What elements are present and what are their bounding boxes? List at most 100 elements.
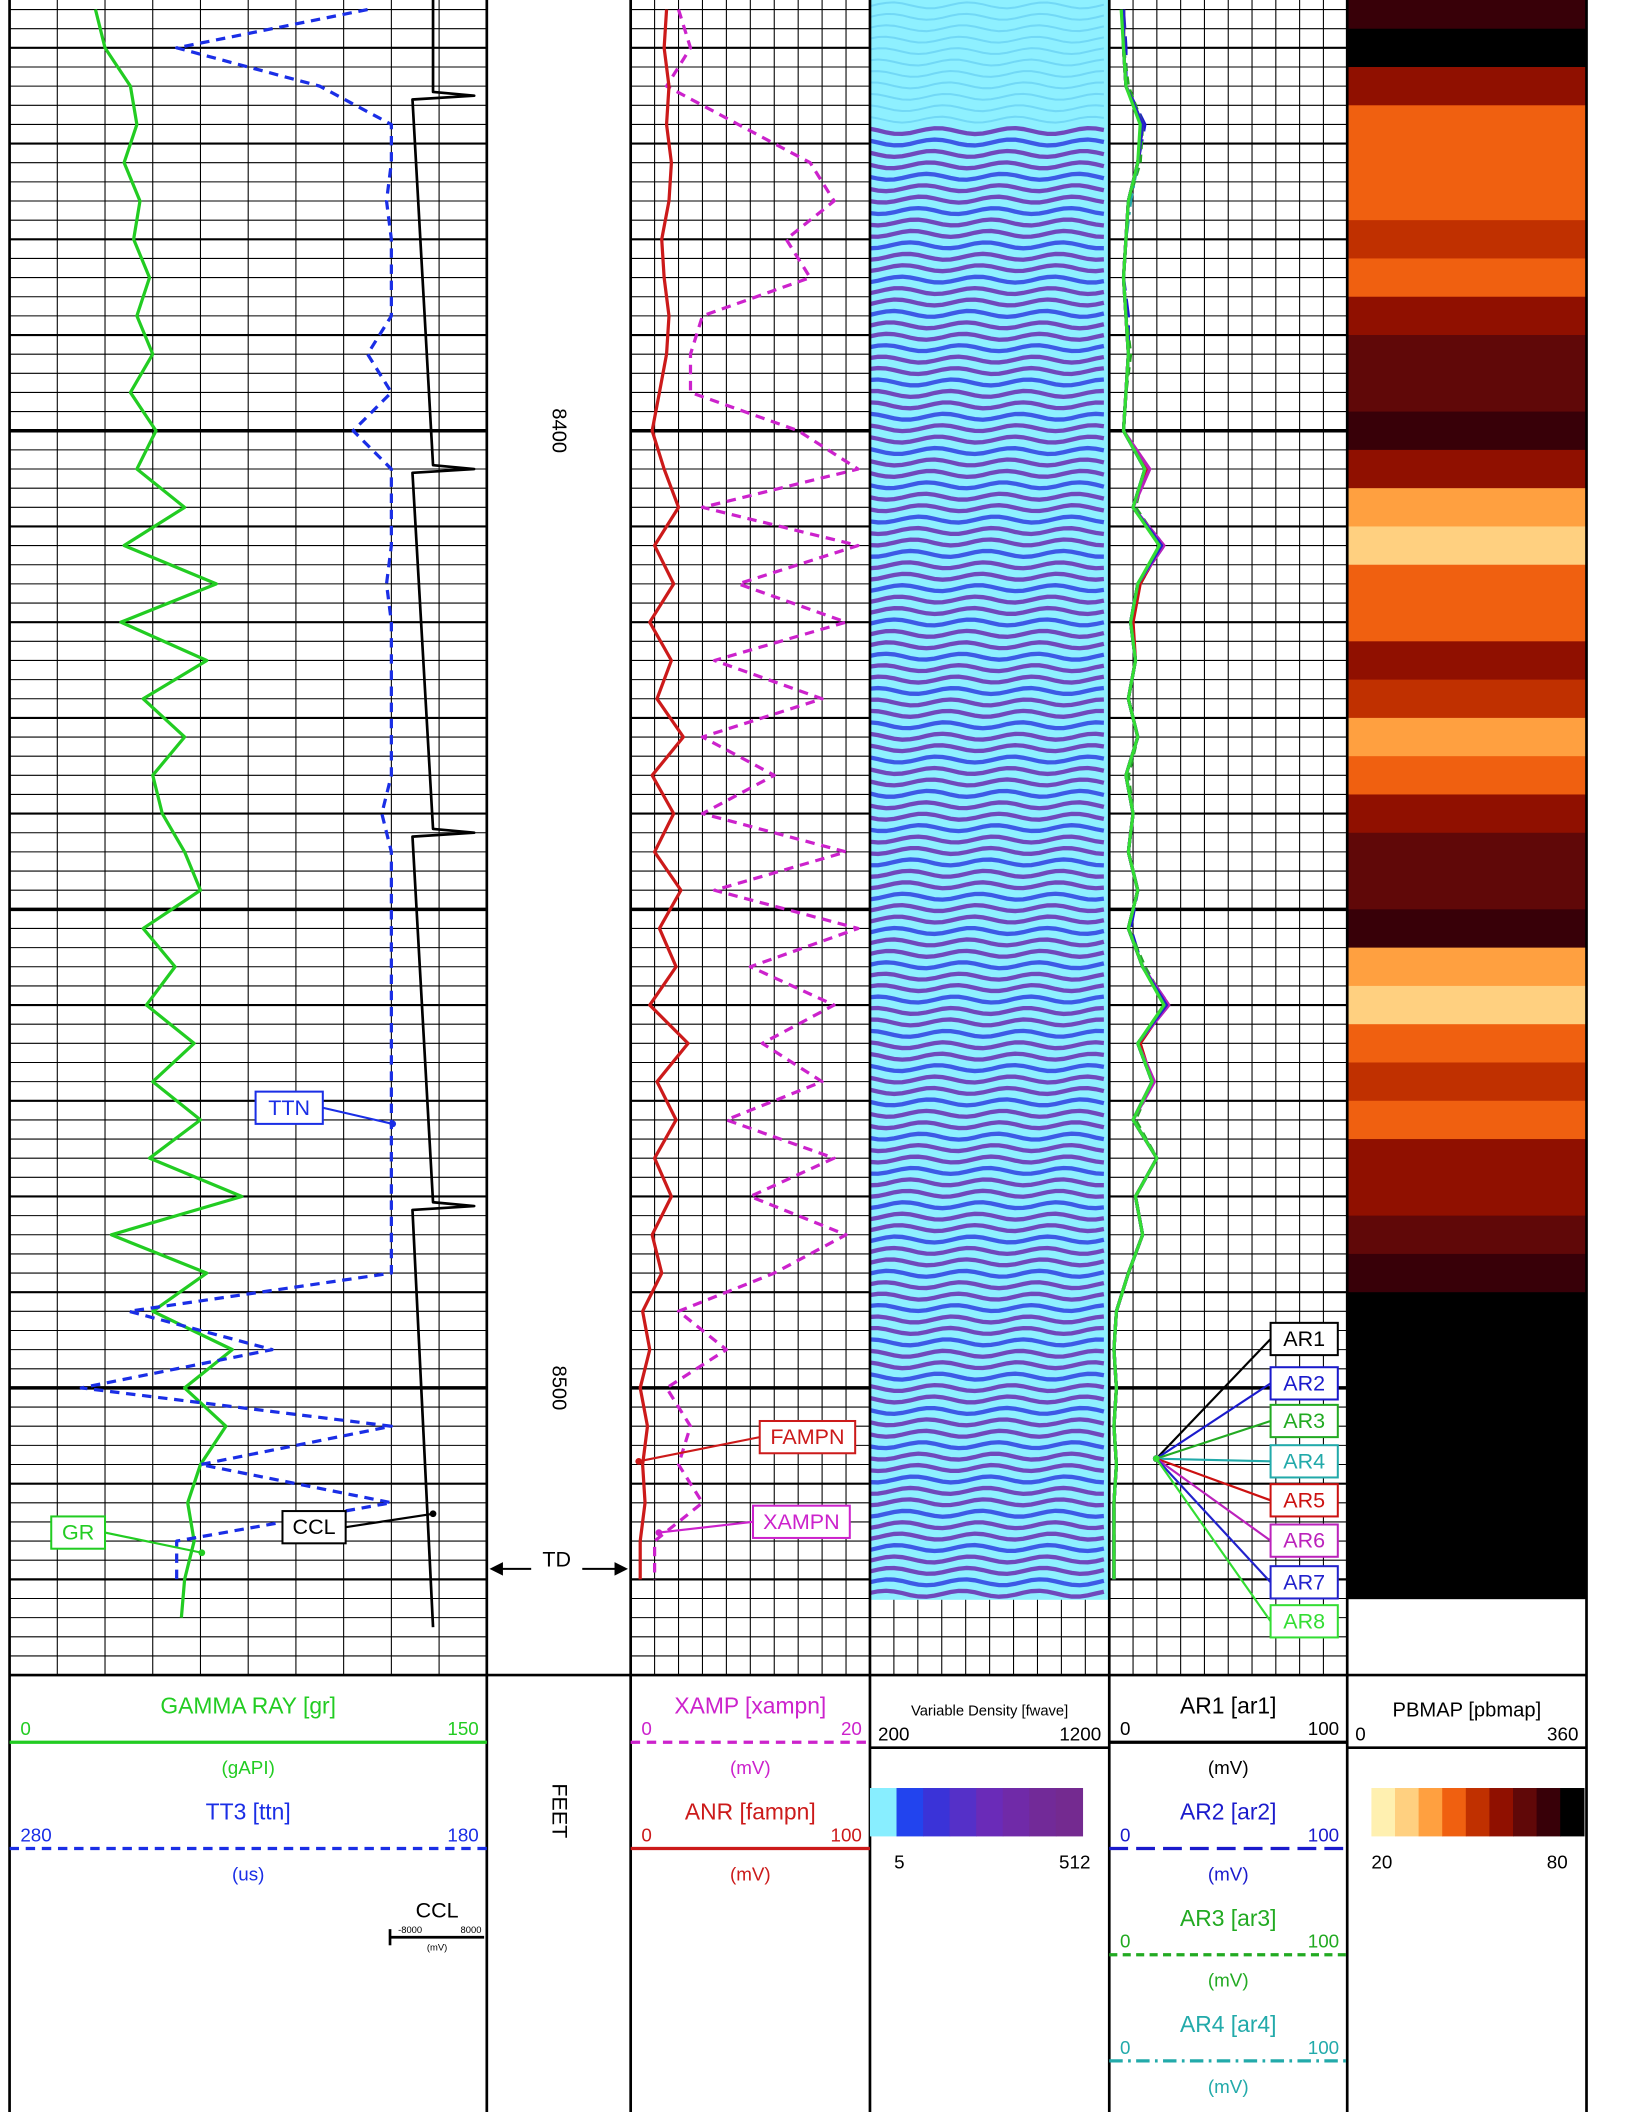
label-arrow — [655, 1529, 663, 1536]
palette-swatch — [1002, 1788, 1030, 1837]
vdl-stripe — [869, 1028, 1104, 1039]
curve-label: CCL — [293, 1515, 336, 1539]
pbmap-band — [1347, 1521, 1587, 1561]
palette-swatch — [1465, 1788, 1491, 1837]
label-box — [254, 1090, 324, 1125]
palette-min: 20 — [1371, 1851, 1392, 1872]
vdl-stripe — [869, 1040, 1105, 1051]
label-arrow — [1152, 1455, 1160, 1462]
label-box — [1269, 1565, 1339, 1600]
pbmap-band — [1347, 871, 1587, 911]
scale-min: 0 — [1120, 2037, 1130, 2058]
scale-min: 0 — [641, 1824, 651, 1845]
curve-label: AR7 — [1283, 1570, 1325, 1594]
vdl-stripe — [869, 1131, 1105, 1142]
palette-swatch — [923, 1788, 951, 1837]
vdl-stripe — [869, 1257, 1105, 1268]
curve-label: AR4 — [1283, 1449, 1325, 1473]
curve-title: AR1 [ar1] — [1180, 1692, 1277, 1718]
vdl-stripe — [869, 1360, 1105, 1371]
curve-unit: (mV) — [1208, 2076, 1249, 2097]
label-box — [758, 1419, 857, 1455]
depth-unit: FEET — [547, 1783, 571, 1838]
depth-label: 8500 — [548, 1366, 570, 1411]
scale-max: 100 — [831, 1824, 862, 1845]
vdl-stripe — [869, 58, 1105, 67]
pbmap-band — [1347, 67, 1587, 106]
track-title: PBMAP [pbmap] — [1393, 1700, 1542, 1722]
curve-label: AR3 — [1283, 1409, 1325, 1433]
vdl-stripe — [869, 743, 1105, 754]
images — [869, 0, 1587, 1600]
pbmap-band — [1347, 143, 1587, 183]
pbmap-band — [1347, 1024, 1587, 1064]
pbmap-band — [1347, 1292, 1587, 1332]
curve-title: GAMMA RAY [gr] — [160, 1692, 336, 1718]
td-head — [614, 1562, 628, 1576]
vdl-stripe — [869, 1108, 1105, 1119]
td-head — [489, 1562, 503, 1576]
pbmap-band — [1347, 679, 1587, 719]
vdl-stripe — [869, 457, 1105, 468]
vdl-stripe — [869, 594, 1105, 605]
vdl-stripe — [869, 823, 1105, 834]
label-box — [1269, 1366, 1339, 1401]
log-curve — [411, 0, 476, 1628]
pbmap-band — [1347, 373, 1587, 413]
pbmap-band — [1347, 296, 1587, 336]
vdl-stripe — [869, 47, 1105, 56]
label-box — [50, 1515, 107, 1550]
curve-label: GR — [62, 1521, 94, 1545]
vdl-stripe — [869, 537, 1105, 548]
label-box — [1269, 1321, 1339, 1357]
vdl-stripe — [869, 274, 1105, 285]
scale-max: 100 — [1308, 1931, 1339, 1952]
pbmap-band — [1347, 1445, 1587, 1485]
vdl-stripe — [869, 1440, 1105, 1451]
label-arrow — [198, 1549, 206, 1557]
palette-swatch — [976, 1788, 1004, 1837]
vdl-stripe — [869, 640, 1105, 651]
palette-swatch — [1489, 1788, 1514, 1837]
vdl-stripe — [869, 1577, 1105, 1588]
vdl-stripe — [869, 1428, 1105, 1439]
vdl-stripe — [869, 228, 1104, 240]
label-leader — [1155, 1457, 1272, 1584]
vdl-stripe — [869, 1280, 1105, 1291]
curve-label: XAMPN — [763, 1510, 839, 1534]
vdl-stripe — [869, 411, 1105, 422]
pbmap-band — [1347, 258, 1587, 298]
curve-unit: (mV) — [427, 1941, 447, 1952]
vdl-stripe — [869, 491, 1105, 502]
vdl-stripe — [869, 1325, 1104, 1337]
label-leader — [104, 1531, 203, 1554]
vdl-stripe — [869, 617, 1105, 628]
vdl-stripe — [869, 69, 1104, 78]
curve-title: AR4 [ar4] — [1180, 2011, 1277, 2037]
vdl-stripe — [869, 720, 1104, 731]
log-curve — [1112, 9, 1166, 1580]
pbmap-band — [1347, 832, 1587, 872]
vdl-stripe — [869, 1017, 1104, 1028]
vdl-stripe — [869, 982, 1105, 994]
label-box — [1269, 1604, 1339, 1639]
scale-max: 180 — [447, 1824, 478, 1845]
vdl-stripe — [869, 1142, 1105, 1154]
vdl-stripe — [869, 445, 1105, 457]
vdl-stripe — [869, 1531, 1105, 1542]
pbmap-band — [1347, 1560, 1587, 1600]
log-curve — [638, 9, 690, 1580]
vdl-stripe — [869, 217, 1105, 228]
vdl-stripe — [869, 297, 1105, 308]
curves — [79, 0, 1171, 1628]
label-leader — [345, 1512, 434, 1529]
vdl-stripe — [869, 765, 1105, 777]
pbmap-band — [1347, 1100, 1587, 1140]
vdl-stripe — [869, 171, 1105, 182]
vdl-stripe — [869, 1371, 1105, 1382]
pbmap-band — [1347, 717, 1587, 757]
scale-max: 360 — [1547, 1724, 1578, 1745]
pbmap-band — [1347, 985, 1587, 1025]
